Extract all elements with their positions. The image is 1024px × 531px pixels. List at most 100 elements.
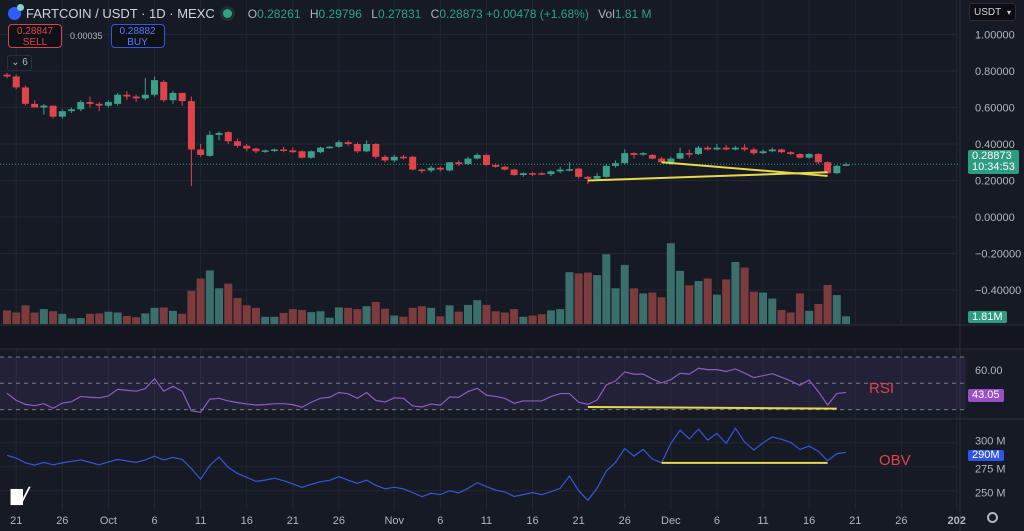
candle [575,167,583,179]
candle-body [446,162,454,171]
time-tick-label: 21 [10,515,22,527]
candle [261,149,269,154]
volume-bar [685,285,694,324]
price-tick-label: 0.00000 [975,212,1015,224]
sell-label: SELL [22,37,48,48]
volume-bar [205,270,214,324]
rsi-badge: 43.05 [968,389,1004,402]
volume-bar [546,310,555,324]
candle [455,160,463,166]
volume-bar [67,318,76,324]
volume-bar [21,305,30,324]
high-label: H [309,6,319,21]
volume-bar [427,307,436,324]
tradingview-logo-icon[interactable]: ▇╱ [11,488,30,505]
time-tick-label: 11 [481,515,492,527]
volume-bar [408,307,417,324]
volume-bar [196,278,205,324]
candle [602,164,610,178]
volume-bar [611,288,620,324]
volume-bar [639,293,648,324]
volume-bar [3,310,11,324]
volume-bar [583,272,592,324]
candle-body [814,154,822,163]
volume-value: 1.81 M [614,6,652,21]
candle-body [648,154,656,159]
candle [510,168,518,176]
candle [381,154,389,163]
candle-body [409,156,417,170]
candle-body [510,169,518,176]
candle [593,173,601,180]
candle [750,147,758,155]
candle-body [436,167,444,170]
sell-button[interactable]: 0.28847 SELL [8,24,62,48]
candle-body [58,111,66,117]
candle [796,153,804,159]
candle [169,91,177,104]
candle [630,152,638,159]
obv-tick-label: 275 M [975,464,1006,476]
candle [335,140,343,148]
candle-body [95,103,103,106]
candle [621,149,629,165]
volume-bar [703,278,712,324]
candle-body [363,144,371,152]
candle-body [427,167,435,171]
symbol-title[interactable]: FARTCOIN / USDT · 1D · MEXC [26,6,215,21]
time-tick-label: 21 [287,515,299,527]
volume-bar [731,261,740,324]
candle [833,164,841,175]
candle-body [473,154,481,159]
volume-bar [823,284,832,324]
candle [658,156,666,164]
volume-bar [215,288,224,324]
low-value: 0.27831 [377,6,422,21]
candle [492,163,500,168]
volume-bar [832,295,841,324]
settings-gear-icon[interactable] [987,512,998,523]
volume-bar [805,310,814,324]
time-tick-label: 26 [619,515,631,527]
time-tick-label: Dec [661,515,681,527]
candle-body [538,173,546,175]
volume-bar [722,279,731,324]
candle [676,147,684,160]
candle-body [86,102,94,104]
time-tick-label: 6 [714,515,720,527]
buy-button[interactable]: 0.28882 BUY [110,24,165,48]
candle-body [704,147,712,150]
price-tick-label: −0.40000 [975,285,1021,297]
last-price: 0.28873 [972,150,1012,162]
candle-body [344,142,352,144]
indicators-collapse-button[interactable]: ⌄ 6 [7,55,32,71]
candle-body [482,154,490,165]
volume-bar [141,313,150,324]
candle-body [169,92,177,101]
candle-body [787,152,795,155]
coin-logo-icon [8,4,24,20]
candle-body [741,147,749,150]
volume-bar [390,315,399,324]
candle-body [399,156,407,159]
time-tick-label: 16 [803,515,815,527]
candle-body [722,147,730,150]
candle-body [842,164,850,166]
candle-body [234,141,241,146]
volume-bar [454,311,463,324]
candle-body [547,171,555,175]
volume-bar [344,307,353,324]
volume-bar [602,254,611,324]
candle [731,145,739,151]
candle [141,78,149,101]
candle [151,76,159,97]
chevron-down-icon: ▾ [1006,8,1011,17]
price-tick-label: 0.80000 [975,66,1015,78]
volume-bar [676,270,685,324]
candle-body [307,151,315,158]
candle [224,131,232,144]
currency-select[interactable]: USDT ▾ [969,3,1016,21]
volume-bar [491,311,500,324]
candle-body [492,164,500,167]
